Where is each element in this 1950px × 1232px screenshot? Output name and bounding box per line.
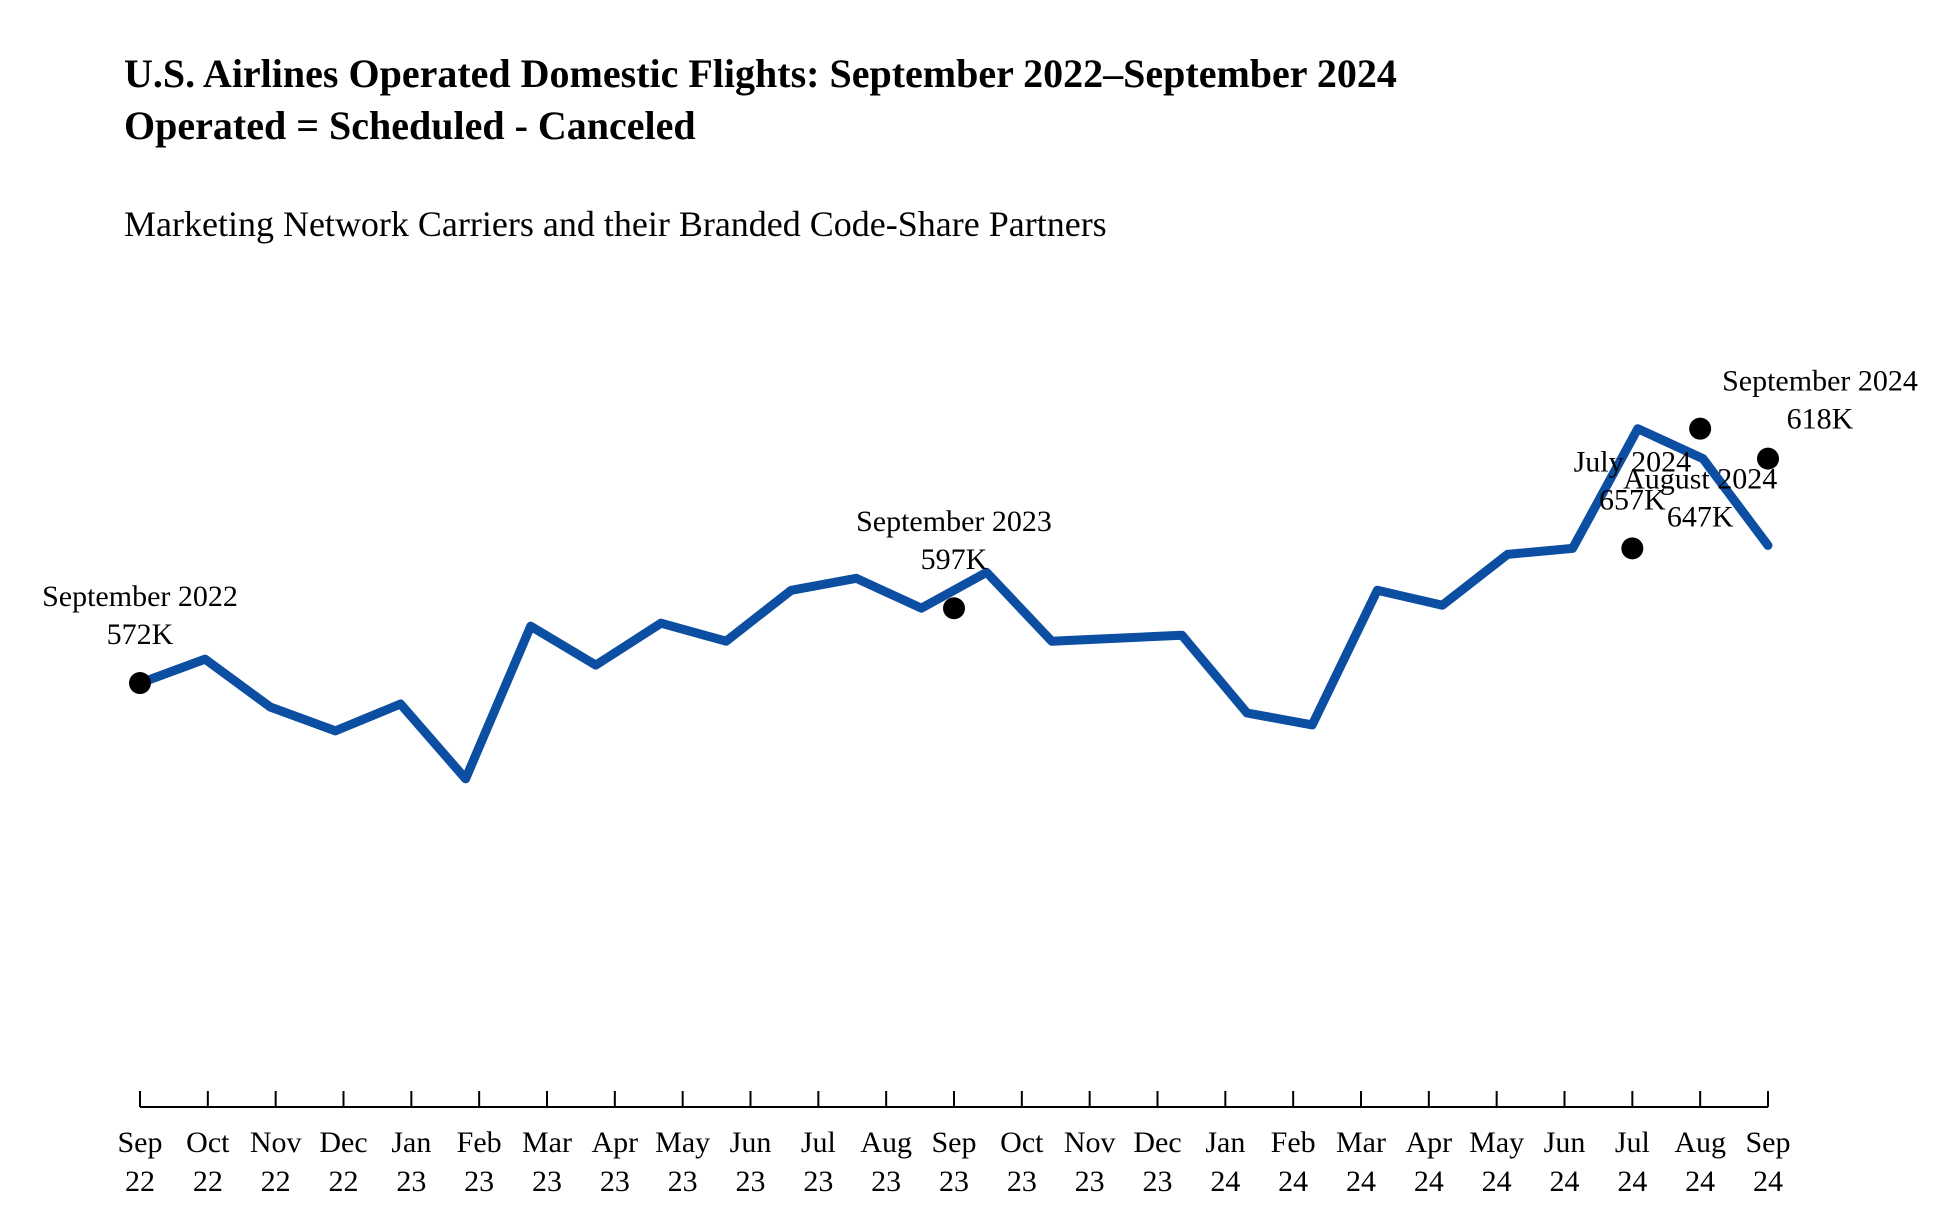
annotation-label: September 2022 [42,580,238,613]
annotation-value: 597K [921,543,988,576]
x-tick-label-month: Dec [1133,1126,1181,1159]
x-tick-label-year: 23 [871,1165,901,1198]
x-tick-label-month: Jan [1205,1126,1245,1159]
x-tick-label-year: 23 [396,1165,426,1198]
x-tick-label-month: May [1469,1126,1524,1159]
annotation-label: September 2024 [1722,365,1918,398]
x-tick-label-month: Aug [1674,1126,1726,1159]
x-tick-label-month: Feb [457,1126,502,1159]
x-tick-label-month: Nov [1064,1126,1116,1159]
data-point-marker [943,597,965,620]
annotation-label: September 2023 [856,505,1052,538]
x-tick-label-month: Jun [1544,1126,1586,1159]
x-tick-label-month: Oct [1000,1126,1044,1159]
x-tick-label-year: 23 [1007,1165,1037,1198]
x-tick-label-year: 24 [1685,1165,1715,1198]
x-tick-label-year: 23 [939,1165,969,1198]
x-tick-label-month: Jul [801,1126,836,1159]
x-tick-label-year: 24 [1617,1165,1647,1198]
x-tick-label-year: 23 [464,1165,494,1198]
x-tick-label-year: 24 [1753,1165,1783,1198]
x-tick-label-year: 22 [125,1165,155,1198]
x-tick-label-month: Nov [250,1126,302,1159]
x-tick-label-month: Sep [1746,1126,1791,1159]
series-line [135,424,1773,784]
x-tick-label-year: 23 [736,1165,766,1198]
annotation-value: 657K [1599,483,1666,516]
chart-subtitle: Marketing Network Carriers and their Bra… [124,204,1107,244]
x-tick-label-year: 23 [600,1165,630,1198]
x-tick-label-month: Apr [592,1126,639,1159]
x-tick-label-year: 23 [668,1165,698,1198]
data-point-marker [129,672,151,695]
marker-layer [129,417,1779,695]
x-tick-label-month: Mar [522,1126,572,1159]
x-tick-label-month: Mar [1336,1126,1386,1159]
x-tick-label-month: Dec [319,1126,367,1159]
x-tick-label-month: Sep [932,1126,977,1159]
annotation-value: 647K [1667,501,1734,534]
series-layer [135,424,1773,784]
x-tick-label-year: 24 [1414,1165,1444,1198]
x-tick-label-year: 23 [803,1165,833,1198]
data-point-marker [1621,537,1644,560]
x-tick-label-month: Jan [391,1126,431,1159]
x-tick-label-year: 24 [1278,1165,1308,1198]
x-tick-label-month: Sep [118,1126,163,1159]
x-tick-label-year: 24 [1482,1165,1512,1198]
x-tick-label-month: Aug [860,1126,912,1159]
annotation-value: 572K [107,618,174,651]
x-tick-label-month: Feb [1271,1126,1316,1159]
annotation-value: 618K [1787,403,1854,436]
x-tick-label-month: Oct [186,1126,230,1159]
x-tick-label-month: Apr [1406,1126,1453,1159]
x-tick-label-year: 23 [1143,1165,1173,1198]
chart-subtitle-formula: Operated = Scheduled - Canceled [124,103,696,148]
annotation-layer: September 2022 572K September 2023 597K July… [42,365,1918,651]
x-axis: Sep 22 Oct 22 Nov 22 Dec 22 Jan 23 Feb 23 Mar 23 Apr 23… [118,1091,1791,1198]
x-tick-label-year: 23 [1075,1165,1105,1198]
annotation-label: August 2024 [1623,463,1777,496]
data-point-marker [1689,417,1712,440]
x-tick-label-year: 24 [1346,1165,1376,1198]
annotation-label: July 2024 [1574,445,1692,478]
x-tick-label-year: 24 [1550,1165,1580,1198]
x-tick-label-month: Jul [1615,1126,1650,1159]
x-tick-label-month: Jun [730,1126,772,1159]
x-tick-label-year: 22 [329,1165,359,1198]
chart-title: U.S. Airlines Operated Domestic Flights:… [124,51,1397,96]
x-tick-label-year: 22 [193,1165,223,1198]
x-tick-label-year: 24 [1210,1165,1240,1198]
x-tick-label-month: May [655,1126,710,1159]
x-tick-label-year: 22 [261,1165,291,1198]
x-tick-label-year: 23 [532,1165,562,1198]
data-point-marker [1757,447,1779,470]
